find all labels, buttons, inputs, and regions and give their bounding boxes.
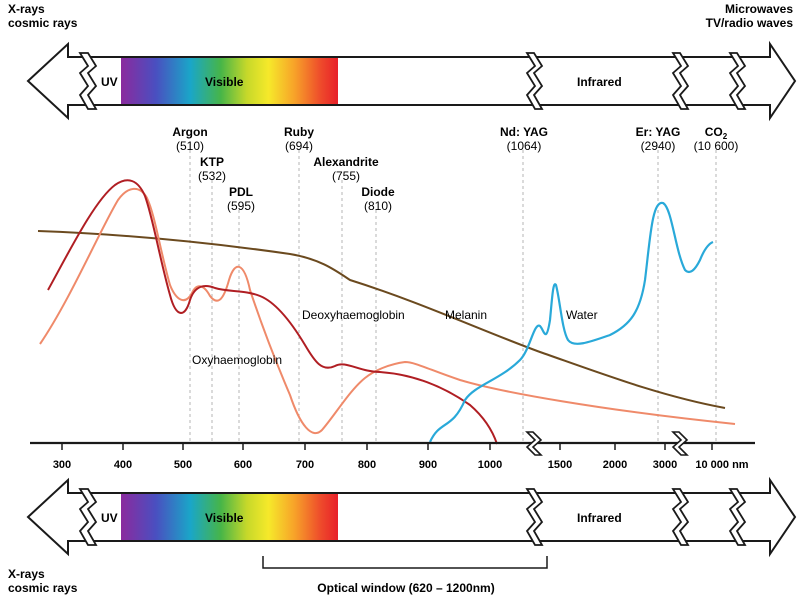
deoxyhaemoglobin-curve (47, 179, 498, 445)
laser-ruby-name: Ruby (284, 125, 314, 139)
oxyhaemoglobin-label: Oxyhaemoglobin (192, 353, 282, 367)
melanin-curve (37, 230, 726, 409)
laser-ktp-name: KTP (200, 155, 224, 169)
uv-label-top: UV (101, 75, 118, 89)
laser-ktp-wavelength: (532) (198, 169, 226, 183)
tick-10000: 10 000 nm (695, 459, 748, 471)
laser-ndyag-name: Nd: YAG (500, 125, 548, 139)
laser-diode-wavelength: (810) (364, 199, 392, 213)
tv-radio-label: TV/radio waves (706, 16, 794, 30)
uv-label-bottom: UV (101, 511, 118, 525)
laser-eryag-name: Er: YAG (636, 125, 681, 139)
top-break-far (728, 52, 747, 110)
xrays-label-top: X-rays (8, 2, 45, 16)
optical-window-bracket (262, 556, 548, 569)
bottom-break-far (728, 488, 747, 546)
visible-label-bottom: Visible (205, 511, 244, 525)
tick-400: 400 (114, 459, 132, 471)
infrared-label-top: Infrared (577, 75, 622, 89)
tick-900: 900 (419, 459, 437, 471)
top-band-outline (26, 40, 797, 122)
microwaves-label: Microwaves (725, 2, 793, 16)
laser-eryag-wavelength: (2940) (641, 139, 676, 153)
wavelength-axis (30, 431, 755, 456)
top-break-right (671, 52, 690, 110)
bottom-band-outline (26, 476, 797, 558)
melanin-label: Melanin (445, 308, 487, 322)
bottom-break-left (78, 488, 98, 546)
laser-diode-name: Diode (361, 185, 395, 199)
visible-label-top: Visible (205, 75, 244, 89)
laser-guide-lines (189, 150, 717, 443)
tick-2000: 2000 (603, 459, 627, 471)
axis-tick-labels: 300 400 500 600 700 800 900 1000 1500 20… (53, 459, 749, 471)
tick-800: 800 (358, 459, 376, 471)
laser-argon-wavelength: (510) (176, 139, 204, 153)
infrared-label-bottom: Infrared (577, 511, 622, 525)
oxyhaemoglobin-curve (39, 187, 736, 435)
tick-700: 700 (296, 459, 314, 471)
laser-ndyag-wavelength: (1064) (507, 139, 542, 153)
laser-ruby-wavelength: (694) (285, 139, 313, 153)
laser-pdl-name: PDL (229, 185, 253, 199)
laser-argon-name: Argon (172, 125, 207, 139)
tick-1000: 1000 (478, 459, 502, 471)
tick-500: 500 (174, 459, 192, 471)
bottom-break-right (671, 488, 690, 546)
top-break-left (78, 52, 98, 110)
optical-window-label: Optical window (620 – 1200nm) (317, 581, 494, 595)
bottom-break-mid (525, 488, 544, 546)
cosmic-rays-label-bottom: cosmic rays (8, 581, 78, 595)
water-label: Water (566, 308, 598, 322)
laser-co2-wavelength: (10 600) (694, 139, 739, 153)
laser-alexandrite-wavelength: (755) (332, 169, 360, 183)
axis-break-2 (671, 431, 689, 456)
water-curve (428, 201, 714, 443)
laser-co2-name: CO2 (705, 125, 728, 141)
visible-gradient-bottom (121, 493, 338, 541)
laser-pdl-wavelength: (595) (227, 199, 255, 213)
top-break-mid (525, 52, 544, 110)
bottom-spectrum-band: UV Visible Infrared (26, 476, 797, 558)
axis-break-1 (525, 431, 543, 456)
deoxyhaemoglobin-label: Deoxyhaemoglobin (302, 308, 405, 322)
tick-1500: 1500 (548, 459, 572, 471)
xrays-label-bottom: X-rays (8, 567, 45, 581)
tick-300: 300 (53, 459, 71, 471)
laser-labels: Argon (510) KTP (532) PDL (595) Ruby (69… (172, 125, 738, 213)
tick-600: 600 (234, 459, 252, 471)
tick-3000: 3000 (653, 459, 677, 471)
top-spectrum-band: UV Visible Infrared (26, 40, 797, 122)
cosmic-rays-label-top: cosmic rays (8, 16, 78, 30)
visible-gradient-top (121, 57, 338, 105)
laser-alexandrite-name: Alexandrite (313, 155, 379, 169)
